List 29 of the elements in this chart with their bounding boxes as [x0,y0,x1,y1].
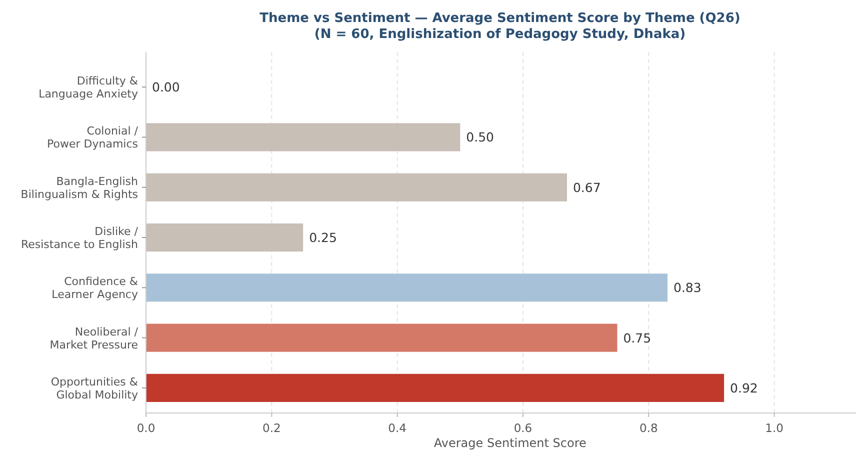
x-tick-label: 1.0 [765,421,784,435]
y-tick-label: Bangla-English Bilingualism & Rights [20,174,138,201]
x-axis-title: Average Sentiment Score [434,436,586,450]
y-tick-label: Difficulty & Language Anxiety [38,74,138,101]
chart-title: Theme vs Sentiment — Average Sentiment Score by Theme (Q26) [260,11,740,26]
x-tick-label: 0.2 [262,421,281,435]
data-label: 0.25 [309,230,337,245]
bar [146,324,618,352]
y-tick-label: Neoliberal / Market Pressure [50,325,138,352]
bar [146,274,668,302]
x-tick-label: 0.8 [640,421,658,435]
data-label: 0.75 [623,330,652,346]
y-tick-label: Dislike / Resistance to English [20,225,138,251]
bar [146,123,460,152]
y-tick-label: Opportunities & Global Mobility [50,375,138,402]
data-label: 0.00 [152,80,180,95]
chart-subtitle: (N = 60, Englishization of Pedagogy Study, Dhaka) [314,27,686,42]
bar [146,374,724,402]
y-tick-label: Confidence & Learner Agency [52,275,138,302]
bar [146,173,567,202]
bar [146,223,304,252]
data-label: 0.50 [466,130,494,145]
data-label: 0.92 [730,380,758,396]
x-tick-label: 0.6 [514,421,532,435]
x-tick-label: 0.4 [388,421,406,435]
data-label: 0.83 [674,280,702,296]
x-tick-label: 0.0 [136,421,156,435]
y-tick-label: Colonial / Power Dynamics [47,124,138,151]
data-label: 0.67 [572,180,601,195]
